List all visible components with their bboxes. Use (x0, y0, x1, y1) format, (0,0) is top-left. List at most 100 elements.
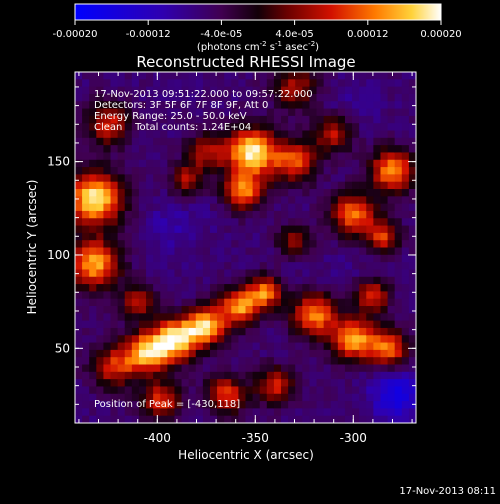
heatmap-cell (195, 196, 204, 205)
heatmap-cell (259, 130, 268, 139)
heatmap-cell (195, 189, 204, 197)
heatmap-cell (295, 284, 303, 292)
heatmap-cell (281, 240, 289, 249)
heatmap-cell (359, 181, 367, 190)
heatmap-cell (174, 364, 183, 373)
heatmap-cell (366, 408, 374, 417)
heatmap-cell (217, 335, 225, 344)
heatmap-cell (330, 327, 339, 336)
heatmap-cell (146, 225, 154, 234)
heatmap-cell (181, 137, 190, 146)
heatmap-cell (160, 152, 168, 161)
heatmap-cell (337, 313, 346, 322)
heatmap-cell (174, 386, 183, 395)
heatmap-cell (330, 291, 339, 300)
heatmap-cell (373, 79, 382, 88)
heatmap-cell (195, 210, 204, 219)
heatmap-cell (401, 320, 410, 329)
heatmap-cell (316, 115, 325, 124)
heatmap-cell (181, 196, 190, 205)
heatmap-cell (202, 269, 211, 278)
heatmap-cell (231, 145, 239, 154)
heatmap-cell (309, 174, 318, 183)
heatmap-cell (195, 159, 204, 168)
heatmap-cell (160, 276, 168, 285)
heatmap-cell (259, 335, 268, 344)
heatmap-cell (217, 298, 225, 307)
heatmap-cell (89, 189, 97, 197)
heatmap-cell (323, 86, 332, 95)
heatmap-cell (295, 123, 303, 132)
heatmap-cell (380, 232, 389, 241)
heatmap-cell (337, 181, 346, 190)
heatmap-cell (316, 276, 325, 285)
heatmap-cell (110, 86, 119, 95)
heatmap-cell (231, 137, 239, 146)
heatmap-cell (124, 349, 133, 358)
heatmap-cell (288, 291, 296, 300)
heatmap-cell (195, 232, 204, 241)
heatmap-cell (302, 357, 311, 366)
heatmap-cell (224, 240, 232, 249)
heatmap-cell (217, 313, 225, 322)
heatmap-cell (195, 276, 204, 285)
heatmap-cell (174, 115, 183, 124)
heatmap-cell (131, 320, 140, 329)
heatmap-cell (273, 298, 282, 307)
heatmap-cell (281, 262, 289, 271)
heatmap-cell (124, 401, 133, 409)
heatmap-cell (408, 137, 416, 146)
heatmap-cell (266, 167, 275, 175)
heatmap-cell (366, 218, 374, 227)
heatmap-cell (323, 137, 332, 146)
heatmap-cell (146, 79, 154, 88)
heatmap-cell (75, 298, 83, 307)
heatmap-cell (352, 196, 360, 205)
heatmap-cell (337, 101, 346, 110)
heatmap-cell (103, 72, 112, 80)
heatmap-cell (146, 335, 154, 344)
heatmap-cell (408, 167, 416, 175)
heatmap-cell (153, 225, 161, 234)
heatmap-cell (146, 393, 154, 402)
heatmap-cell (75, 196, 83, 205)
heatmap-cell (408, 181, 416, 190)
heatmap-cell (408, 152, 416, 161)
heatmap-cell (259, 123, 268, 132)
heatmap-cell (387, 203, 396, 212)
heatmap-cell (344, 137, 353, 146)
heatmap-cell (401, 254, 410, 263)
heatmap-cell (344, 189, 353, 197)
heatmap-cell (124, 313, 133, 322)
heatmap-cell (401, 86, 410, 95)
heatmap-cell (259, 415, 268, 423)
heatmap-cell (153, 357, 161, 366)
heatmap-cell (202, 349, 211, 358)
heatmap-cell (96, 123, 105, 132)
heatmap-cell (181, 145, 190, 154)
heatmap-cell (103, 349, 112, 358)
heatmap-cell (316, 386, 325, 395)
heatmap-cell (231, 379, 239, 388)
heatmap-cell (209, 357, 218, 366)
heatmap-cell (96, 225, 105, 234)
heatmap-cell (252, 247, 261, 256)
heatmap-cell (167, 115, 176, 124)
heatmap-cell (344, 203, 353, 212)
heatmap-cell (188, 401, 197, 409)
heatmap-cell (373, 232, 382, 241)
heatmap-cell (373, 108, 382, 117)
heatmap-cell (188, 232, 197, 241)
heatmap-cell (288, 210, 296, 219)
heatmap-cell (153, 327, 161, 336)
heatmap-cell (337, 327, 346, 336)
heatmap-cell (309, 306, 318, 314)
heatmap-cell (96, 415, 105, 423)
heatmap-cell (224, 123, 232, 132)
heatmap-cell (387, 123, 396, 132)
heatmap-cell (89, 291, 97, 300)
heatmap-cell (245, 189, 254, 197)
heatmap-cell (288, 152, 296, 161)
heatmap-cell (89, 218, 97, 227)
heatmap-cell (217, 379, 225, 388)
